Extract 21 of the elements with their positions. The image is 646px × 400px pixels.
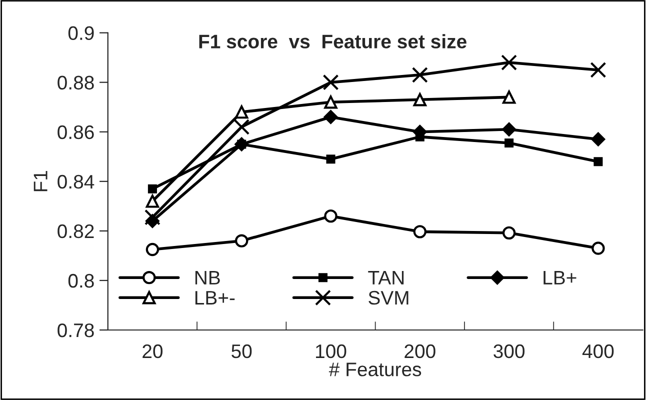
y-tick-label: 0.8 <box>68 274 94 288</box>
legend-label: NB <box>195 271 220 284</box>
y-tick-label: 0.82 <box>58 224 94 238</box>
y-tick-label: 0.84 <box>58 174 94 189</box>
x-tick-label: 20 <box>142 344 163 358</box>
x-tick-label: 50 <box>232 344 252 358</box>
x-tick-label: 300 <box>494 344 525 358</box>
y-tick-label: 0.78 <box>58 323 94 338</box>
y-axis-title: F1 <box>34 171 48 192</box>
x-tick-label: 200 <box>404 344 436 358</box>
chart-title: F1 score vs Feature set size <box>199 34 466 48</box>
y-tick-label: 0.88 <box>58 76 94 90</box>
legend-label: LB+ <box>544 271 576 284</box>
y-tick-label: 0.86 <box>58 125 94 140</box>
legend-label: SVM <box>368 290 408 305</box>
x-axis-title: # Features <box>328 362 422 376</box>
legend-label: LB+- <box>195 291 235 304</box>
legend-label: TAN <box>368 271 404 284</box>
x-tick-label: 400 <box>582 344 614 358</box>
y-tick-label: 0.9 <box>68 26 94 40</box>
x-tick-label: 100 <box>316 344 346 358</box>
